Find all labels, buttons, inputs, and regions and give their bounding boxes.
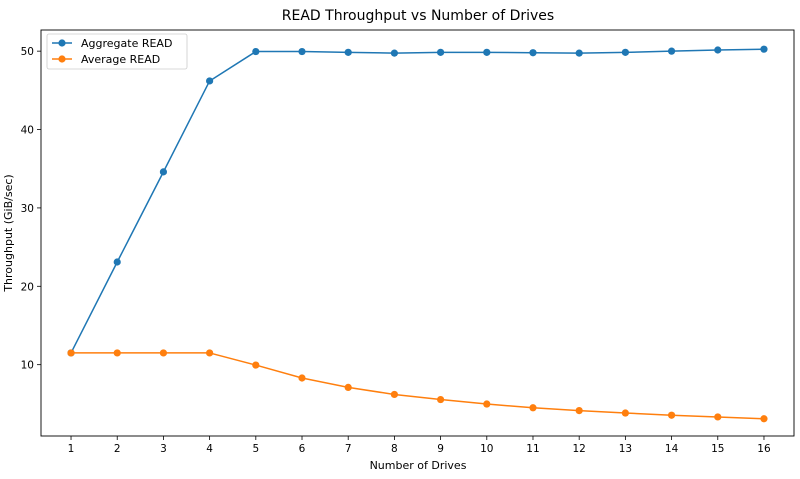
- aggregate-read-point: [390, 49, 399, 57]
- average-read-point: [667, 411, 676, 419]
- aggregate-read-point: [760, 45, 768, 53]
- average-read-point: [575, 407, 583, 415]
- aggregate-read-point: [575, 49, 583, 57]
- aggregate-read-point: [529, 49, 537, 57]
- average-read-point: [252, 361, 260, 369]
- average-read-point: [113, 349, 121, 357]
- x-tick-label: 15: [711, 443, 724, 455]
- y-tick-label: 30: [21, 203, 34, 215]
- x-tick-label: 7: [345, 443, 352, 455]
- x-tick-label: 12: [572, 443, 585, 455]
- average-read-point: [344, 383, 352, 392]
- x-axis-label: Number of Drives: [370, 459, 467, 472]
- x-tick-label: 10: [480, 443, 493, 455]
- x-tick-label: 4: [206, 443, 213, 455]
- chart-title: READ Throughput vs Number of Drives: [282, 8, 554, 24]
- average-read-point: [436, 395, 445, 404]
- x-tick-label: 11: [526, 443, 539, 455]
- average-read-point: [206, 349, 214, 357]
- average-read-point: [621, 409, 629, 417]
- average-read-point: [159, 349, 168, 357]
- aggregate-read-point: [206, 77, 214, 85]
- aggregate-read-point: [159, 168, 168, 176]
- legend-aggregate-read-label: Aggregate READ: [81, 37, 172, 50]
- x-tick-label: 16: [757, 443, 771, 455]
- x-axis: 1 2 3 4 5 6 7 8 9 10 11 12 13 14 15 16: [68, 436, 771, 455]
- legend-average-read-label: Average READ: [81, 53, 160, 66]
- y-axis: 10 20 30 40 50: [21, 46, 41, 372]
- plot-frame: [40, 29, 795, 437]
- aggregate-read-point: [252, 47, 260, 56]
- aggregate-read-point: [113, 258, 121, 266]
- x-tick-label: 6: [299, 443, 306, 455]
- x-tick-label: 13: [619, 443, 632, 455]
- average-read-point: [529, 404, 537, 412]
- x-tick-label: 2: [114, 443, 121, 455]
- average-read-point: [390, 390, 399, 399]
- aggregate-read-point: [436, 48, 445, 56]
- legend-average-read-marker: [58, 55, 66, 63]
- series-layer: [67, 45, 768, 423]
- x-tick-label: 3: [160, 443, 167, 455]
- x-tick-label: 1: [68, 443, 75, 455]
- aggregate-read-point: [483, 48, 491, 56]
- average-read-point: [760, 415, 768, 423]
- x-tick-label: 8: [391, 443, 398, 455]
- y-tick-label: 50: [21, 46, 34, 58]
- aggregate-read-line: [70, 48, 764, 354]
- y-tick-label: 40: [21, 125, 34, 137]
- legend-aggregate-read-marker: [58, 39, 66, 47]
- x-tick-label: 5: [252, 443, 259, 455]
- aggregate-read-point: [344, 48, 352, 56]
- average-read-point: [714, 413, 722, 421]
- average-read-point: [483, 400, 491, 408]
- average-read-line: [71, 352, 765, 420]
- aggregate-read-point: [714, 46, 722, 54]
- aggregate-read-point: [621, 48, 629, 56]
- average-read-point: [67, 349, 75, 357]
- y-tick-label: 20: [21, 281, 34, 293]
- y-axis-label: Throughput (GiB/sec): [2, 174, 15, 292]
- aggregate-read-point: [298, 47, 306, 56]
- average-read-point: [298, 374, 306, 382]
- legend: Aggregate READ Average READ: [46, 33, 188, 70]
- legend-box: [46, 33, 188, 70]
- aggregate-read-point: [667, 47, 676, 55]
- y-tick-label: 10: [21, 360, 34, 372]
- x-tick-label: 9: [437, 443, 444, 455]
- x-tick-label: 14: [665, 443, 679, 455]
